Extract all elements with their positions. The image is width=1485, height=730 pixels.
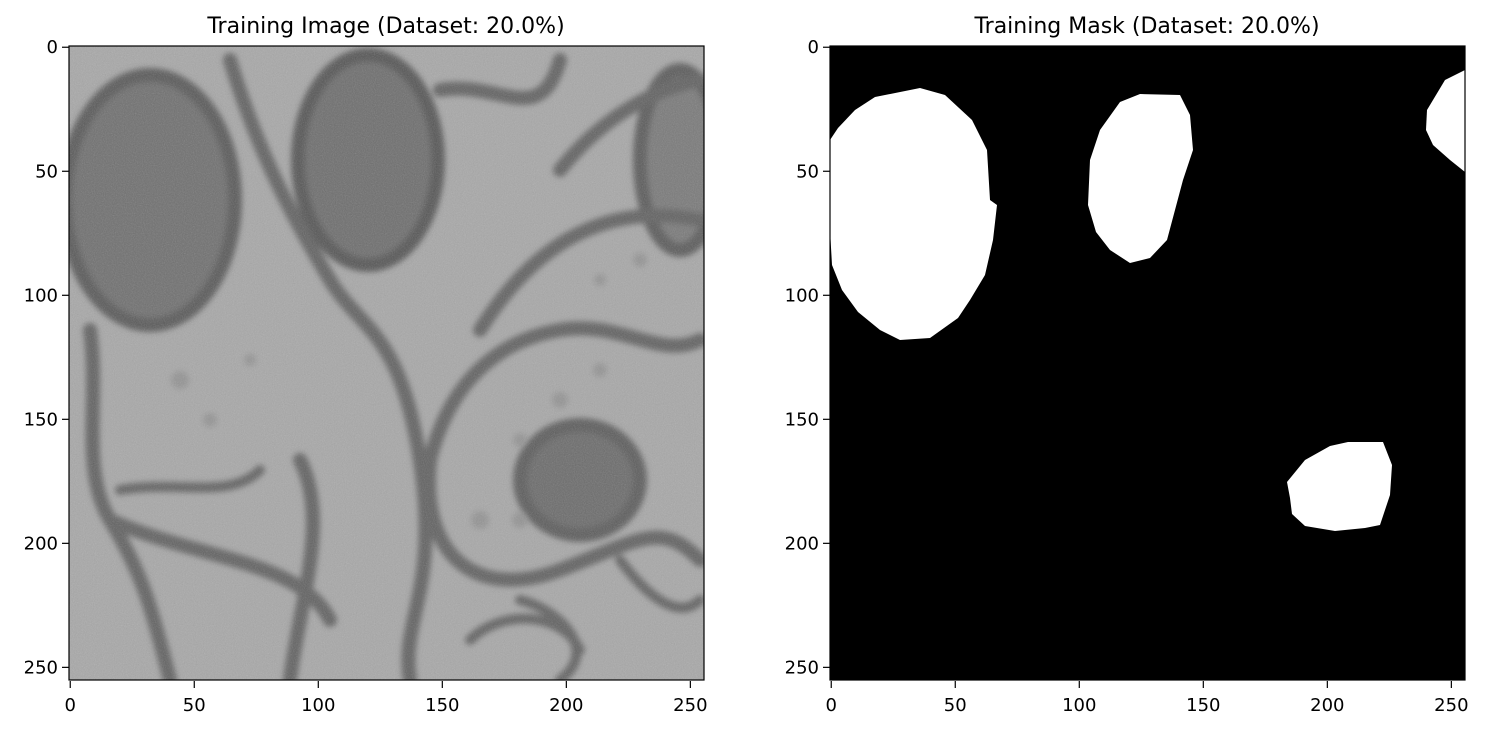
x-tick-label: 0 [826, 695, 837, 716]
mask-region [1287, 442, 1392, 531]
y-tick-label: 50 [35, 161, 58, 182]
x-tick-label: 250 [1434, 695, 1468, 716]
mask-region [1088, 94, 1193, 263]
y-tick-label: 100 [785, 285, 819, 306]
x-tick-label: 200 [1310, 695, 1344, 716]
left-x-axis: 0 50 100 150 200 250 [65, 681, 708, 716]
y-tick-label: 0 [808, 37, 819, 58]
y-tick-label: 150 [785, 409, 819, 430]
x-tick-label: 200 [549, 695, 583, 716]
y-tick-label: 50 [796, 161, 819, 182]
em-image [69, 46, 704, 680]
left-axes-frame [68, 45, 705, 681]
right-panel-title: Training Mask (Dataset: 20.0%) [973, 14, 1319, 39]
y-tick-label: 250 [785, 657, 819, 678]
mask-region [1426, 70, 1465, 172]
x-tick-label: 150 [1186, 695, 1220, 716]
y-tick-label: 200 [24, 533, 58, 554]
x-tick-label: 250 [673, 695, 707, 716]
x-tick-label: 100 [301, 695, 335, 716]
y-tick-label: 200 [785, 533, 819, 554]
x-tick-label: 100 [1062, 695, 1096, 716]
x-tick-label: 150 [425, 695, 459, 716]
y-tick-label: 0 [47, 37, 58, 58]
right-x-axis: 0 50 100 150 200 250 [826, 681, 1469, 716]
x-tick-label: 0 [65, 695, 76, 716]
mask-region [830, 88, 997, 340]
left-y-axis: 0 50 100 150 200 250 [24, 37, 69, 678]
x-tick-label: 50 [944, 695, 967, 716]
x-tick-label: 50 [183, 695, 206, 716]
right-axes-frame [829, 45, 1466, 681]
y-tick-label: 150 [24, 409, 58, 430]
binary-mask [830, 46, 1465, 680]
left-panel-title: Training Image (Dataset: 20.0%) [206, 14, 564, 39]
right-y-axis: 0 50 100 150 200 250 [785, 37, 830, 678]
y-tick-label: 100 [24, 285, 58, 306]
y-tick-label: 250 [24, 657, 58, 678]
